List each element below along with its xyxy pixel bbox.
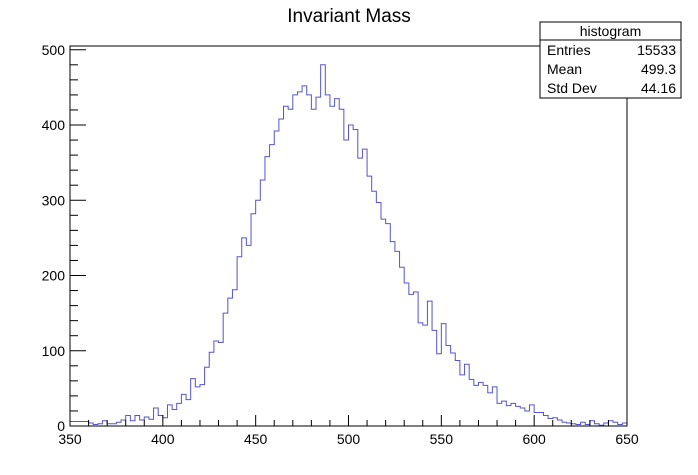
x-tick-label: 400 xyxy=(151,431,175,447)
x-tick-label: 350 xyxy=(58,431,82,447)
stats-stddev-value: 44.16 xyxy=(641,80,676,96)
y-tick-label: 0 xyxy=(57,418,65,434)
x-tick-label: 600 xyxy=(522,431,546,447)
x-tick-label: 450 xyxy=(244,431,268,447)
y-tick-label: 200 xyxy=(42,268,66,284)
stats-box-title: histogram xyxy=(580,23,641,39)
stats-mean-label: Mean xyxy=(547,61,582,77)
stats-mean-value: 499.3 xyxy=(641,61,676,77)
histogram-outline xyxy=(70,64,627,426)
x-tick-label: 550 xyxy=(430,431,454,447)
x-tick-label: 500 xyxy=(337,431,361,447)
stats-stddev-label: Std Dev xyxy=(547,80,597,96)
y-tick-label: 400 xyxy=(42,117,66,133)
y-tick-label: 500 xyxy=(42,42,66,58)
stats-box-frame xyxy=(539,21,682,99)
stats-entries-label: Entries xyxy=(547,42,591,58)
stats-box: histogram Entries 15533 Mean 499.3 Std D… xyxy=(539,21,682,99)
chart-title: Invariant Mass xyxy=(287,6,411,27)
x-axis: 350 400 450 500 550 600 650 xyxy=(58,415,639,447)
stats-entries-value: 15533 xyxy=(637,42,676,58)
x-tick-label: 650 xyxy=(615,431,639,447)
y-tick-label: 100 xyxy=(42,343,66,359)
y-axis: 0 100 200 300 400 500 xyxy=(42,42,86,434)
y-tick-label: 300 xyxy=(42,192,66,208)
